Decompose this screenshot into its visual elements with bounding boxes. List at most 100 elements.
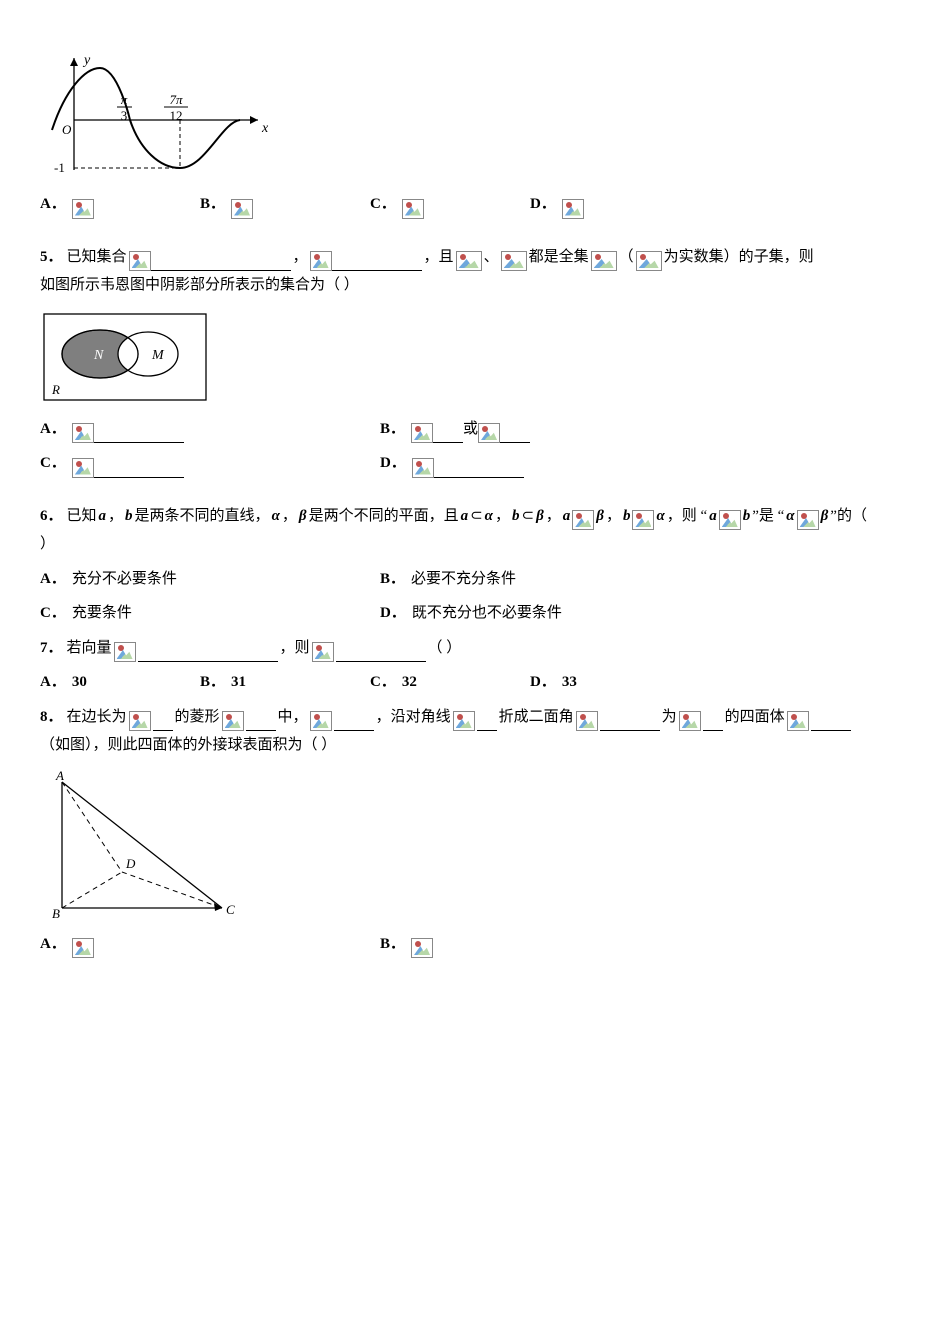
- q5-options-row2: C． D．: [40, 449, 910, 478]
- broken-image-icon: [312, 642, 334, 662]
- rel6-beta: β: [821, 502, 829, 531]
- blank: [811, 708, 851, 731]
- text: ，沿对角线: [376, 703, 451, 732]
- q6-options-row2: C． 充要条件 D． 既不充分也不必要条件: [40, 599, 910, 628]
- blank: [500, 420, 530, 443]
- q4-opt-B: B．: [200, 190, 370, 219]
- broken-image-icon: [787, 711, 809, 731]
- q8-options-row1: A． B．: [40, 930, 910, 959]
- text: ，: [108, 502, 123, 531]
- q5-opt-B: B． 或: [380, 415, 530, 444]
- text: ，则 “: [667, 502, 707, 531]
- broken-image-icon: [129, 251, 151, 271]
- tetra-B: B: [52, 906, 60, 920]
- text: 或: [463, 415, 478, 444]
- sine-graph: y x O -1 π 3 7π 12: [40, 50, 270, 180]
- opt-text: 31: [231, 668, 246, 697]
- q7-options: A． 30 B． 31 C． 32 D． 33: [40, 668, 910, 697]
- blank: [138, 639, 278, 662]
- q6-opt-A: A． 充分不必要条件: [40, 565, 380, 594]
- text: ，: [293, 243, 308, 272]
- origin-label: O: [62, 122, 72, 137]
- text: 为: [662, 703, 677, 732]
- tetrahedron-diagram: A B C D: [40, 770, 240, 920]
- q7-opt-D: D． 33: [530, 668, 577, 697]
- q7-opt-C: C． 32: [370, 668, 530, 697]
- text: （: [619, 243, 634, 272]
- opt-label: A．: [40, 415, 66, 444]
- broken-image-icon: [412, 458, 434, 478]
- rel1-alpha: α: [485, 502, 493, 531]
- q6-options-row1: A． 充分不必要条件 B． 必要不充分条件: [40, 565, 910, 594]
- broken-image-icon: [501, 251, 527, 271]
- var-a: a: [99, 502, 107, 531]
- q5-stem: 5． 已知集合 ， ，且 、 都是全集 （ 为实数集）的子集，则: [40, 243, 910, 272]
- text: 折成二面角: [499, 703, 574, 732]
- q5-options-row1: A． B． 或: [40, 415, 910, 444]
- q6-opt-D: D． 既不充分也不必要条件: [380, 599, 562, 628]
- opt-label: A．: [40, 930, 66, 959]
- xtick2-bot: 12: [170, 108, 183, 123]
- xtick2-top: 7π: [169, 92, 183, 107]
- text: 中，: [278, 703, 308, 732]
- blank: [246, 708, 276, 731]
- rel3-a: a: [563, 502, 571, 531]
- q7-stem: 7． 若向量 ，则 （ ）: [40, 634, 910, 663]
- blank: [477, 708, 497, 731]
- opt-label: B．: [380, 565, 405, 594]
- broken-image-icon: [572, 510, 594, 530]
- opt-label: B．: [380, 415, 405, 444]
- venn-diagram: N M R: [40, 310, 210, 405]
- blank: [94, 455, 184, 478]
- opt-label: C．: [370, 190, 396, 219]
- text: ，且: [424, 243, 454, 272]
- q5-number: 5．: [40, 243, 63, 272]
- q4-opt-D: D．: [530, 190, 584, 219]
- q7-opt-A: A． 30: [40, 668, 200, 697]
- blank: [600, 708, 660, 731]
- broken-image-icon: [402, 199, 424, 219]
- broken-image-icon: [456, 251, 482, 271]
- opt-label: A．: [40, 668, 66, 697]
- rel1-a: a: [461, 502, 469, 531]
- blank: [94, 420, 184, 443]
- opt-label: D．: [530, 190, 556, 219]
- broken-image-icon: [478, 423, 500, 443]
- xtick1-bot: 3: [121, 108, 128, 123]
- opt-text: 既不充分也不必要条件: [412, 599, 562, 628]
- broken-image-icon: [562, 199, 584, 219]
- q5-opt-C: C．: [40, 449, 380, 478]
- text: ，: [546, 502, 561, 531]
- q8-tetra: A B C D: [40, 770, 910, 920]
- rel4-alpha: α: [656, 502, 664, 531]
- q4-opt-A: A．: [40, 190, 200, 219]
- broken-image-icon: [719, 510, 741, 530]
- var-b: b: [125, 502, 133, 531]
- q6-opt-C: C． 充要条件: [40, 599, 380, 628]
- broken-image-icon: [129, 711, 151, 731]
- broken-image-icon: [231, 199, 253, 219]
- broken-image-icon: [310, 711, 332, 731]
- broken-image-icon: [576, 711, 598, 731]
- q5-opt-D: D．: [380, 449, 524, 478]
- text: 若向量: [67, 634, 112, 663]
- q5-venn: N M R: [40, 310, 910, 405]
- opt-label: B．: [380, 930, 405, 959]
- q6-stem-line2: ）: [40, 530, 910, 559]
- broken-image-icon: [310, 251, 332, 271]
- text: 、: [484, 243, 499, 272]
- broken-image-icon: [411, 938, 433, 958]
- broken-image-icon: [591, 251, 617, 271]
- opt-label: A．: [40, 190, 66, 219]
- blank: [336, 639, 426, 662]
- xtick1-top: π: [121, 92, 128, 107]
- tetra-D: D: [125, 856, 136, 871]
- q5-stem-line2: 如图所示韦恩图中阴影部分所表示的集合为（ ）: [40, 271, 910, 300]
- broken-image-icon: [453, 711, 475, 731]
- tetra-C: C: [226, 902, 235, 917]
- opt-label: B．: [200, 190, 225, 219]
- var-alpha: α: [272, 502, 280, 531]
- broken-image-icon: [636, 251, 662, 271]
- broken-image-icon: [114, 642, 136, 662]
- opt-text: 32: [402, 668, 417, 697]
